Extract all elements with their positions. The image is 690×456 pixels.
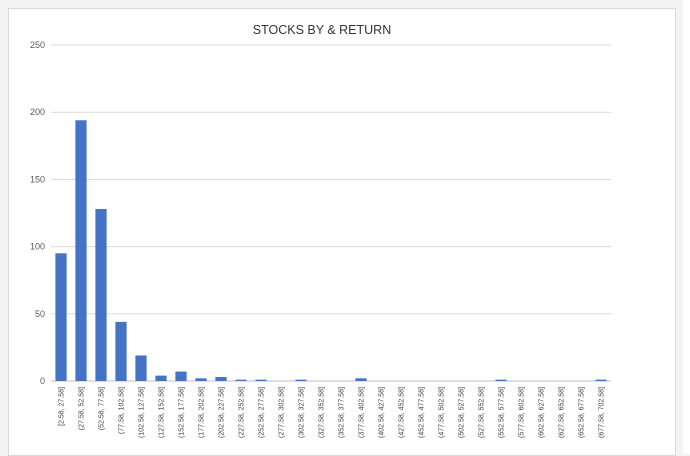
bar[interactable]: [295, 379, 307, 381]
y-tick-label: 0: [40, 376, 45, 386]
bar[interactable]: [115, 321, 127, 381]
bar[interactable]: [235, 379, 247, 381]
x-tick-label: (52.58, 77.58]: [99, 387, 106, 430]
x-tick-label: (377.58, 402.58]: [359, 387, 366, 438]
x-tick-label: (527.58, 552.58]: [479, 387, 486, 438]
x-tick-label: (427.58, 452.58]: [399, 387, 406, 438]
x-tick-label: (452.58, 477.58]: [419, 387, 426, 438]
x-tick-label: (152.58, 177.58]: [179, 387, 186, 438]
x-tick-label: (627.58, 652.58]: [559, 387, 566, 438]
x-tick-label: (602.58, 627.58]: [539, 387, 546, 438]
y-tick-label: 150: [30, 174, 45, 184]
x-tick-label: (327.58, 352.58]: [319, 387, 326, 438]
bar[interactable]: [215, 376, 227, 381]
bar[interactable]: [255, 379, 267, 381]
x-tick-label: (27.58, 52.58]: [79, 387, 86, 430]
bar[interactable]: [355, 378, 367, 381]
x-tick-label: (102.58, 127.58]: [139, 387, 146, 438]
bar[interactable]: [175, 371, 187, 381]
x-tick-label: (502.58, 527.58]: [459, 387, 466, 438]
x-tick-label: (277.58, 302.58]: [279, 387, 286, 438]
chart-title: STOCKS BY & RETURN: [253, 23, 391, 37]
y-tick-label: 250: [30, 40, 45, 50]
chart-svg: STOCKS BY & RETURN 0 50 100 150 200 250 [2.58…: [30, 23, 611, 438]
bar[interactable]: [495, 379, 507, 381]
x-tick-label: (552.58, 577.58]: [499, 387, 506, 438]
bar[interactable]: [155, 375, 167, 381]
gridlines: [51, 44, 611, 382]
bars: [55, 120, 607, 381]
x-tick-label: [2.58, 27.58]: [59, 387, 66, 426]
bar[interactable]: [55, 253, 67, 381]
x-tick-label: (77.58, 102.58]: [119, 387, 126, 434]
x-tick-label: (177.58, 202.58]: [199, 387, 206, 438]
bar[interactable]: [95, 208, 107, 381]
x-tick-label: (652.58, 677.58]: [579, 387, 586, 438]
bar[interactable]: [135, 355, 147, 381]
x-axis: [2.58, 27.58] (27.58, 52.58] (52.58, 77.58…: [59, 387, 606, 438]
x-tick-label: (352.58, 377.58]: [339, 387, 346, 438]
x-tick-label: (202.58, 227.58]: [219, 387, 226, 438]
x-tick-label: (252.58, 277.58]: [259, 387, 266, 438]
bar[interactable]: [595, 379, 607, 381]
x-tick-label: (402.58, 427.58]: [379, 387, 386, 438]
window-edge: [683, 0, 690, 454]
bar[interactable]: [195, 378, 207, 381]
y-tick-label: 200: [30, 107, 45, 117]
x-tick-label: (127.58, 152.58]: [159, 387, 166, 438]
x-tick-label: (477.58, 502.58]: [439, 387, 446, 438]
bar[interactable]: [75, 120, 87, 381]
x-tick-label: (677.58, 702.58]: [599, 387, 606, 438]
y-tick-label: 50: [35, 309, 45, 319]
y-tick-label: 100: [30, 242, 45, 252]
x-tick-label: (227.58, 252.58]: [239, 387, 246, 438]
y-axis: 0 50 100 150 200 250: [30, 40, 45, 386]
x-tick-label: (302.58, 327.58]: [299, 387, 306, 438]
x-tick-label: (577.58, 602.58]: [519, 387, 526, 438]
chart-area[interactable]: STOCKS BY & RETURN 0 50 100 150 200 250 [2.58…: [8, 8, 676, 456]
